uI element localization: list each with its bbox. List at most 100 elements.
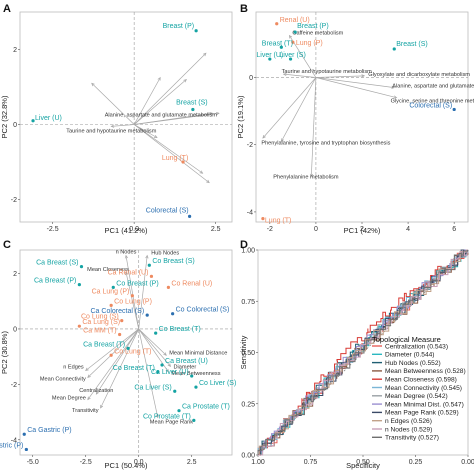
y-tick-label: -2 bbox=[11, 382, 17, 389]
legend-label: Diameter (0.544) bbox=[385, 352, 434, 359]
loading-arrow bbox=[133, 124, 158, 138]
x-tick-label: -5.0 bbox=[27, 459, 39, 466]
loading-arrowhead bbox=[87, 374, 91, 378]
loading-arrowhead bbox=[163, 352, 167, 356]
loading-label: Hub Nodes bbox=[151, 251, 179, 257]
y-tick-label: -2 bbox=[247, 142, 253, 149]
sample-point bbox=[149, 274, 154, 278]
sample-label: Co Lung (S) bbox=[81, 314, 119, 321]
loading-arrowhead bbox=[145, 254, 149, 259]
sample-label: Ca MM (T) bbox=[83, 327, 116, 334]
loading-arrow bbox=[125, 272, 140, 330]
loading-arrowhead bbox=[85, 367, 89, 372]
y-tick-label: 2 bbox=[13, 271, 17, 278]
loading-arrow bbox=[138, 255, 148, 329]
sample-label: Co Breast (T) bbox=[159, 326, 201, 333]
legend-label: Centralization (0.543) bbox=[385, 343, 448, 350]
sample-label: Co Gastric (P) bbox=[0, 442, 23, 449]
loading-arrow bbox=[125, 255, 140, 330]
sample-point bbox=[291, 40, 295, 44]
sample-label: Lung (P) bbox=[296, 40, 323, 47]
loading-arrowhead bbox=[288, 34, 293, 39]
loading-arrow bbox=[111, 124, 135, 127]
panel-letter: B bbox=[240, 3, 248, 15]
loading-arrow bbox=[133, 53, 207, 125]
panel-letter: A bbox=[3, 3, 11, 15]
sample-label: Co Colorectal (S) bbox=[176, 307, 230, 314]
sample-label: Co Breast (S) bbox=[152, 258, 194, 265]
loading-label: Phenylalanine metabolism bbox=[273, 175, 339, 181]
sample-point bbox=[173, 389, 177, 393]
loading-arrow bbox=[85, 328, 139, 371]
legend-label: Mean Closeness (0.598) bbox=[385, 377, 457, 384]
sample-point bbox=[275, 22, 279, 26]
x-tick-label: 0.0 bbox=[134, 459, 144, 466]
x-tick-label: 0.00 bbox=[461, 459, 474, 466]
sample-label: Colorectal (S) bbox=[146, 207, 189, 214]
sample-label: Ca Renal (U) bbox=[108, 269, 149, 276]
sample-point bbox=[293, 30, 297, 34]
loading-arrowhead bbox=[100, 404, 104, 409]
loading-label: Alanine, aspartate and glutamate metabol… bbox=[105, 112, 218, 118]
sample-point bbox=[24, 447, 28, 452]
loading-arrowhead bbox=[167, 363, 172, 367]
loading-arrowhead bbox=[183, 78, 187, 83]
sample-label: Breast (S) bbox=[396, 41, 428, 48]
sample-label: Lung (T) bbox=[162, 155, 188, 162]
panel-letter: C bbox=[3, 239, 11, 251]
loading-label: Mean Minimal Distance bbox=[169, 350, 227, 356]
loading-arrow bbox=[133, 124, 203, 174]
loading-arrowhead bbox=[124, 271, 129, 276]
loading-arrow bbox=[100, 328, 140, 409]
sample-point bbox=[79, 265, 84, 269]
loading-arrow bbox=[134, 112, 219, 125]
loading-label: Taurine and hypotaurine metabolism bbox=[282, 69, 373, 75]
loading-arrowhead bbox=[215, 111, 220, 116]
legend-label: Mean Minimal Dist. (0.547) bbox=[385, 401, 464, 408]
legend-title: Topological Measure bbox=[372, 335, 441, 344]
loading-arrowhead bbox=[391, 85, 396, 89]
legend-label: Mean Betweenness (0.528) bbox=[385, 368, 466, 375]
legend-label: Mean Degree (0.542) bbox=[385, 393, 448, 400]
loading-label: Alanine, aspartate and glutamate metabol… bbox=[392, 84, 474, 90]
sample-point bbox=[109, 303, 113, 308]
sample-point bbox=[177, 409, 181, 413]
sample-label: Ca Lung (S) bbox=[82, 319, 120, 326]
sample-label: Liver (S) bbox=[279, 52, 305, 59]
legend-label: Mean Page Rank (0.529) bbox=[385, 410, 459, 417]
loading-arrowhead bbox=[393, 95, 398, 99]
y-tick-label: 0 bbox=[13, 122, 17, 129]
loading-arrowhead bbox=[262, 135, 266, 139]
y-tick-label: 0.00 bbox=[241, 453, 255, 460]
sample-label: Co Prostate (T) bbox=[143, 413, 191, 420]
loading-arrow bbox=[281, 77, 317, 142]
loading-arrowhead bbox=[155, 414, 159, 419]
loading-arrowhead bbox=[361, 74, 366, 78]
sample-point bbox=[392, 47, 396, 51]
sample-point bbox=[130, 294, 134, 298]
sample-label: Ca Breast (T) bbox=[83, 341, 125, 348]
sample-point bbox=[171, 312, 175, 316]
sample-point bbox=[126, 346, 130, 350]
x-tick-label: 2 bbox=[360, 226, 364, 233]
legend-label: n Nodes (0.529) bbox=[385, 426, 432, 433]
loading-arrow bbox=[310, 77, 317, 177]
loading-arrow bbox=[315, 77, 397, 99]
y-tick-label: -4 bbox=[11, 437, 17, 444]
loading-label: Glyoxylate and dicarboxylate metabolism bbox=[368, 72, 470, 78]
loading-arrowhead bbox=[280, 138, 284, 143]
sample-point bbox=[22, 432, 26, 436]
panel-letter: D bbox=[240, 239, 248, 251]
sample-label: Ca Liver (U) bbox=[151, 369, 189, 376]
panel-b: -2 0 2 4 6 -4 -2 0 PC1 (42%) PC2 (19.1%) B Caffeine… bbox=[236, 3, 474, 235]
x-axis-label: PC1 (41.2%) bbox=[105, 226, 148, 235]
sample-point bbox=[268, 57, 272, 61]
x-axis-label: Specificity bbox=[346, 461, 380, 470]
x-tick-label: -2 bbox=[267, 226, 273, 233]
sample-label: Breast (P) bbox=[163, 23, 195, 30]
sample-label: Co Lung (P) bbox=[114, 298, 152, 305]
y-tick-label: 2 bbox=[13, 47, 17, 54]
sample-label: Ca Prostate (T) bbox=[182, 404, 230, 411]
y-tick-label: 1.00 bbox=[241, 248, 255, 255]
y-tick-label: -4 bbox=[247, 209, 253, 216]
